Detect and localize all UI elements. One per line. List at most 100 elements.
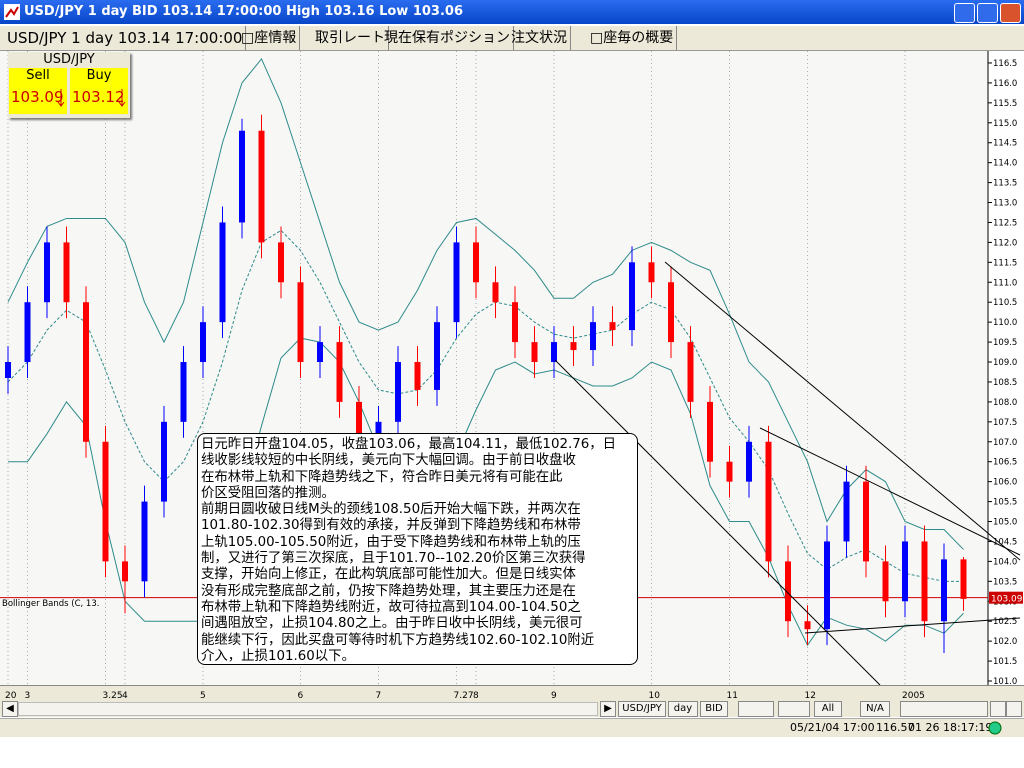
candle-body xyxy=(648,262,655,283)
trend-lines xyxy=(554,261,1021,685)
tool-buttons[interactable] xyxy=(900,701,988,717)
candle-body xyxy=(707,401,713,462)
annotation-line: 线收影线较短的中长阴线，美元向下大幅回调。由于前日收盘收 xyxy=(201,453,576,469)
tool-button[interactable] xyxy=(990,701,1006,717)
candle-body xyxy=(317,342,323,363)
last-price-box xyxy=(989,591,1023,604)
tab[interactable]: 取引レート xyxy=(312,26,389,50)
candle-body xyxy=(5,362,11,378)
trend-line xyxy=(759,427,1021,556)
candle-body xyxy=(258,130,265,243)
annotation-line: 前期日圆收破日线M头的颈线108.50后开始大幅下跌，并两次在 xyxy=(201,502,581,518)
x-tick-label: 9 xyxy=(551,691,557,701)
na-button[interactable]: N/A xyxy=(860,701,890,717)
y-tick-label: 108.0 xyxy=(993,398,1017,408)
annotation-line: 能继续下行，因此买盘可等待时机下方趋势线102.60-102.10附近 xyxy=(201,632,595,648)
x-tick-label: 11 xyxy=(727,691,738,701)
status-time: 05/21/04 17:00 xyxy=(790,721,875,734)
scroll-left[interactable]: ◀ xyxy=(2,701,18,717)
buy-cell[interactable]: Buy 103.12 xyxy=(70,68,128,114)
candle-body xyxy=(102,441,109,562)
annotation-line: 上轨105.00-105.50附近，由于受下降趋势线和布林带上轨的压 xyxy=(201,534,581,550)
candle-body xyxy=(200,322,206,363)
candle-body xyxy=(239,130,245,223)
y-tick-label: 106.0 xyxy=(993,478,1017,488)
annotation-line: 间遇阻放空，止损104.80之上。由于昨日收中长阴线，美元很可 xyxy=(201,616,583,632)
tab[interactable]: 現在保有ポジション xyxy=(381,26,514,50)
x-axis: 20 3 3.25 4 5 6 7 7.27 8 9 10 11 12 2005 xyxy=(5,691,925,701)
x-tick-label: 2005 xyxy=(902,691,925,701)
y-tick-label: 109.5 xyxy=(993,338,1017,348)
y-tick-label: 114.0 xyxy=(993,159,1017,169)
candle-body xyxy=(804,621,811,630)
last-price-label: 103.09 xyxy=(991,595,1023,605)
minimize-button[interactable] xyxy=(954,3,975,23)
candle-body xyxy=(356,401,362,442)
price-button[interactable]: BID xyxy=(700,701,728,717)
candle-body xyxy=(863,481,869,562)
candle-body xyxy=(765,441,772,562)
scroll-track[interactable] xyxy=(18,702,598,716)
tab[interactable]: USD/JPY 1 day 103.14 17:00:00 xyxy=(4,26,247,50)
tool-button[interactable] xyxy=(738,701,774,717)
y-tick-label: 104.5 xyxy=(993,537,1017,547)
candle-body xyxy=(824,541,830,630)
close-button[interactable] xyxy=(1000,3,1021,23)
candle-body xyxy=(668,282,674,343)
scroll-right[interactable]: ▶ xyxy=(600,701,616,717)
y-tick-label: 110.5 xyxy=(993,298,1017,308)
x-tick-label: 3.25 xyxy=(103,691,123,701)
tab[interactable]: 注文状況 xyxy=(508,26,571,50)
candle-body xyxy=(453,242,460,323)
quote-panel: USD/JPY Sell 103.09 Buy 103.12 xyxy=(8,52,130,118)
candle-body xyxy=(531,342,538,363)
buy-price: 103.12 xyxy=(72,88,125,106)
annotation-line: 支撑，开始向上修正，在此构筑底部可能性加大。但是日线实体 xyxy=(201,567,576,583)
candle-body xyxy=(726,461,733,482)
tab[interactable]: □座情報 xyxy=(238,26,301,50)
band-upper xyxy=(7,58,964,550)
annotation-line: 没有形成完整底部之前，仍按下降趋势处理，其主要压力还是在 xyxy=(201,583,576,599)
candle-body xyxy=(336,342,343,402)
y-tick-label: 106.5 xyxy=(993,458,1017,468)
tool-button[interactable] xyxy=(1006,701,1022,717)
y-tick-label: 111.0 xyxy=(993,278,1017,288)
y-tick-label: 112.0 xyxy=(993,238,1017,248)
candle-body xyxy=(44,242,50,303)
annotation-line: 制，又进行了第三次探底，且于101.70--102.20价区第三次获得 xyxy=(201,551,586,567)
x-tick-label: 20 xyxy=(5,691,17,701)
y-tick-label: 113.5 xyxy=(993,179,1017,189)
annotation-line: 介入，止损101.60以下。 xyxy=(201,648,355,664)
y-tick-label: 113.0 xyxy=(993,199,1017,209)
trend-line xyxy=(804,617,1021,634)
candle-body xyxy=(180,362,187,422)
candle-body xyxy=(122,561,128,582)
candle-body xyxy=(24,302,31,363)
period-button[interactable]: day xyxy=(668,701,698,717)
trend-line xyxy=(554,359,881,685)
sell-cell[interactable]: Sell 103.09 xyxy=(9,68,67,114)
candle-body xyxy=(590,322,596,351)
candle-body xyxy=(882,561,889,602)
maximize-button[interactable] xyxy=(977,3,998,23)
x-tick-label: 10 xyxy=(649,691,661,701)
tab-bar: USD/JPY 1 day 103.14 17:00:00 □座情報 取引レート… xyxy=(0,26,1024,51)
x-tick-label: 3 xyxy=(25,691,31,701)
candle-body xyxy=(785,561,791,622)
symbol-button[interactable]: USD/JPY xyxy=(618,701,666,717)
candle-body xyxy=(492,282,499,303)
trend-line xyxy=(664,261,1021,561)
candle-body xyxy=(746,441,752,482)
y-tick-label: 105.5 xyxy=(993,498,1017,508)
candle-body xyxy=(921,541,928,622)
tool-button[interactable] xyxy=(778,701,810,717)
y-tick-label: 103.5 xyxy=(993,577,1017,587)
y-tick-label: 107.5 xyxy=(993,418,1017,428)
y-tick-label: 101.0 xyxy=(993,677,1017,685)
candle-body xyxy=(83,302,89,442)
y-tick-label: 107.0 xyxy=(993,438,1017,448)
candle-body xyxy=(395,362,401,422)
range-button[interactable]: All xyxy=(814,701,842,717)
tab[interactable]: □座毎の概要 xyxy=(587,26,678,50)
